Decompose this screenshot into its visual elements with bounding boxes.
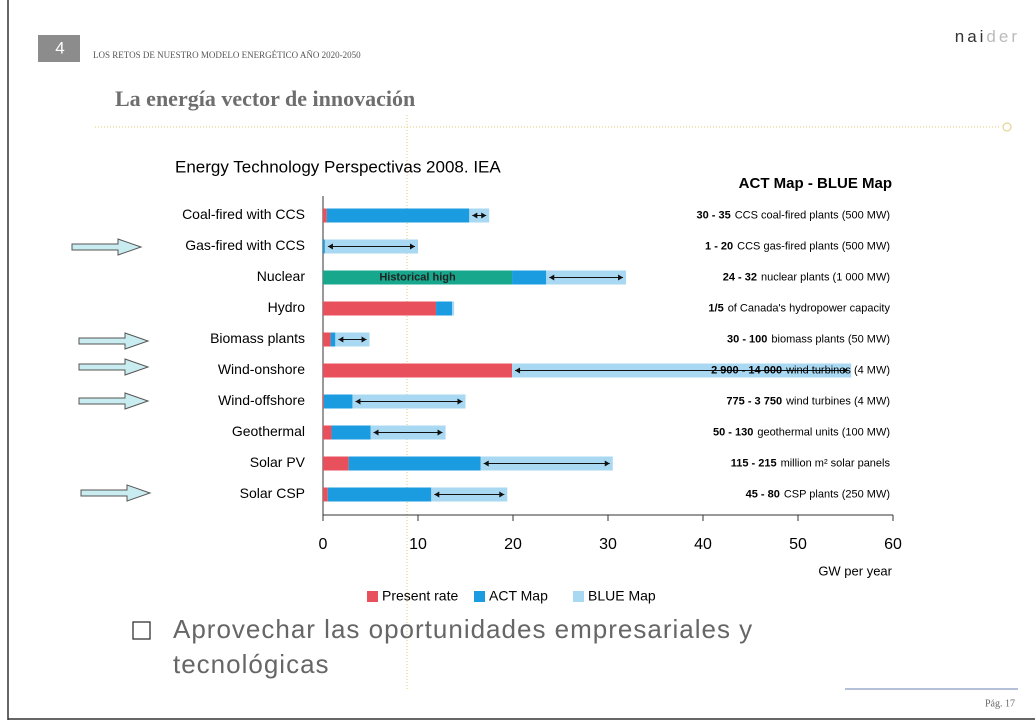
note-text: of Canada's hydropower capacity [728,302,891,314]
note-bold: 30 - 35 [696,209,730,221]
bar-segment [323,301,437,316]
bullet-box [132,621,151,640]
legend-swatch [367,591,378,602]
subtitle: Energy Technology Perspectivas 2008. IEA [175,157,501,176]
note-bold: 2 900 - 14 000 [711,364,782,376]
note: 1/5 of Canada's hydropower capacity [708,302,890,314]
note: 115 - 215 million m² solar panels [731,457,891,469]
note-text: biomass plants (50 MW) [771,333,890,345]
category-label: Coal-fired with CCS [182,206,305,222]
pointer-arrow [78,392,150,410]
x-tick-label: 10 [409,536,427,553]
slide-number: 4 [55,38,64,57]
category-label: Solar PV [250,454,306,470]
bar-segment [323,394,353,409]
note-text: geothermal units (100 MW) [757,426,890,438]
note-text: wind turbines (4 MW) [785,395,890,407]
bar-segment [323,363,513,378]
note-bold: 115 - 215 [731,457,777,469]
note-bold: 30 - 100 [727,333,767,345]
category-label: Gas-fired with CCS [185,237,305,253]
note: 50 - 130 geothermal units (100 MW) [713,426,890,438]
legend-label: ACT Map [489,588,548,604]
bar-segment [327,487,432,502]
category-label: Biomass plants [210,330,305,346]
note: 45 - 80 CSP plants (250 MW) [746,488,890,500]
legend-swatch [474,591,485,602]
chart: ACT Map - BLUE Map 0 10 20 30 40 50 60 GW per ye… [182,175,902,604]
bullet-line: Aprovechar las oportunidades empresarial… [173,614,753,644]
bar-segment [452,301,455,316]
note-bold: 775 - 3 750 [726,395,782,407]
note-text: CCS coal-fired plants (500 MW) [735,209,890,221]
note-bold: 45 - 80 [746,488,780,500]
bar-segment [330,332,336,347]
note-text: nuclear plants (1 000 MW) [761,271,890,283]
x-tick-label: 40 [694,536,712,553]
note-text: wind turbines (4 MW) [785,364,890,376]
note-bold: 1/5 [708,302,723,314]
x-axis-label: GW per year [818,563,892,578]
header: LOS RETOS DE NUESTRO MODELO ENERGÉTICO A… [93,50,361,60]
bar-segment [323,456,349,471]
category-label: Hydro [268,299,306,315]
note-bold: 1 - 20 [705,240,733,252]
x-tick-label: 30 [599,536,617,553]
bar-segment [323,270,513,285]
note-text: CCS gas-fired plants (500 MW) [737,240,890,252]
bar-segment [436,301,453,316]
pointer-arrows [71,238,152,502]
bar-segment [323,425,332,440]
pointer-arrow [71,238,143,256]
category-label: Solar CSP [240,485,305,501]
x-tick-label: 20 [504,536,522,553]
bar-segment [323,239,325,254]
logo-dark: nai [955,27,987,46]
note-text: CSP plants (250 MW) [784,488,890,500]
bar-annotation: Historical high [379,271,456,283]
pointer-arrow [78,358,150,376]
pointer-arrow [80,484,152,502]
category-label: Nuclear [257,268,306,284]
note-text: million m² solar panels [781,457,891,469]
bar-segment [323,332,331,347]
bar-segment [512,270,547,285]
range-arrow-head [472,212,487,219]
bar-segment [323,394,324,409]
slide-number-box [38,35,80,62]
chart-title: ACT Map - BLUE Map [739,175,892,192]
divider-end [1002,122,1012,132]
bar-segment [331,425,371,440]
bar-segment [323,487,328,502]
footer: Pág. 17 [985,698,1015,709]
logo: naider [955,27,1020,46]
note: 30 - 35 CCS coal-fired plants (500 MW) [696,209,890,221]
bar-segment [323,208,327,223]
x-tick-label: 50 [789,536,807,553]
note: 1 - 20 CCS gas-fired plants (500 MW) [705,240,890,252]
legend-label: BLUE Map [588,588,656,604]
note-bold: 50 - 130 [713,426,753,438]
note: 2 900 - 14 000 wind turbines (4 MW) [711,364,890,376]
bar-segment [348,456,481,471]
note-bold: 24 - 32 [723,271,757,283]
legend-label: Present rate [382,588,458,604]
pointer-arrow [78,332,150,350]
x-tick-label: 0 [319,536,328,553]
category-label: Geothermal [232,423,305,439]
note: 30 - 100 biomass plants (50 MW) [727,333,890,345]
x-tick-label: 60 [884,536,902,553]
title: La energía vector de innovación [115,86,415,111]
note: 24 - 32 nuclear plants (1 000 MW) [723,271,890,283]
bullet-line: tecnológicas [173,649,330,679]
note: 775 - 3 750 wind turbines (4 MW) [726,395,890,407]
category-label: Wind-onshore [218,361,305,377]
bar-segment [326,208,470,223]
legend-swatch [573,591,584,602]
category-label: Wind-offshore [218,392,305,408]
logo-light: der [986,27,1020,46]
